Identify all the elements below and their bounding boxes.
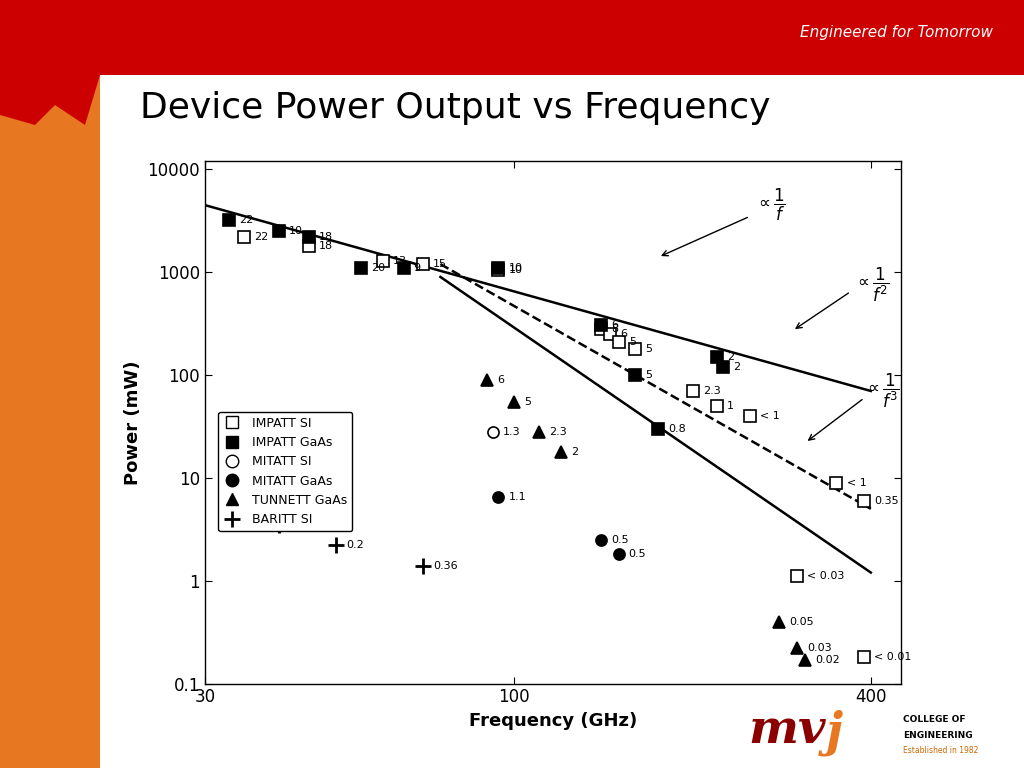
Text: $\propto \dfrac{1}{f^3}$: $\propto \dfrac{1}{f^3}$ [864, 372, 900, 410]
Text: COLLEGE OF: COLLEGE OF [903, 715, 966, 723]
Text: 1.3: 1.3 [503, 427, 520, 437]
Text: 2.3: 2.3 [702, 386, 721, 396]
Text: Device Power Output vs Frequency: Device Power Output vs Frequency [140, 91, 771, 124]
Text: $\propto \dfrac{1}{f}$: $\propto \dfrac{1}{f}$ [755, 187, 786, 223]
Text: 1.1: 1.1 [509, 492, 526, 502]
X-axis label: Frequency (GHz): Frequency (GHz) [469, 712, 637, 730]
Text: 2: 2 [571, 447, 579, 457]
Text: 22: 22 [255, 232, 268, 242]
Text: 5: 5 [524, 397, 531, 407]
Text: 8: 8 [611, 324, 618, 334]
Text: 13: 13 [393, 256, 408, 266]
Text: 6: 6 [620, 329, 627, 339]
Text: 10: 10 [509, 265, 522, 275]
Text: 5: 5 [645, 344, 652, 354]
Text: 1: 1 [727, 401, 734, 411]
Text: 15: 15 [433, 259, 446, 269]
Text: 0.36: 0.36 [433, 561, 458, 571]
Text: 10: 10 [289, 227, 303, 237]
Text: 6: 6 [498, 375, 505, 385]
Text: < 1: < 1 [760, 411, 780, 421]
Text: ENGINEERING: ENGINEERING [903, 730, 973, 740]
Text: 0.05: 0.05 [790, 617, 814, 627]
Polygon shape [0, 0, 1024, 125]
Text: 2: 2 [733, 362, 740, 372]
Text: 2.3: 2.3 [549, 427, 566, 437]
Text: mv: mv [749, 707, 825, 753]
Text: Engineered for Tomorrow: Engineered for Tomorrow [801, 25, 993, 40]
Legend: IMPATT SI, IMPATT GaAs, MITATT SI, MITATT GaAs, TUNNETT GaAs, BARITT SI: IMPATT SI, IMPATT GaAs, MITATT SI, MITAT… [218, 412, 352, 531]
Text: 0.03: 0.03 [807, 644, 831, 654]
Text: 2: 2 [727, 352, 734, 362]
Text: 0.5: 0.5 [289, 520, 306, 530]
Text: 0.8: 0.8 [669, 424, 686, 434]
Text: < 0.01: < 0.01 [874, 652, 911, 662]
Text: 5: 5 [629, 337, 636, 347]
Text: j: j [825, 710, 843, 756]
Text: 10: 10 [509, 263, 522, 273]
Text: 0.5: 0.5 [629, 549, 646, 559]
Text: 0.02: 0.02 [815, 655, 840, 665]
Text: 0.2: 0.2 [346, 541, 364, 551]
Text: 0.35: 0.35 [874, 495, 899, 505]
Y-axis label: Power (mW): Power (mW) [124, 360, 141, 485]
Text: $\propto \dfrac{1}{f^2}$: $\propto \dfrac{1}{f^2}$ [854, 266, 890, 304]
Bar [0, 0, 1024, 75]
Text: 20: 20 [371, 263, 385, 273]
Text: 22: 22 [240, 215, 254, 225]
Text: 18: 18 [319, 232, 333, 242]
Text: Engineered for Tomorrow: Engineered for Tomorrow [801, 34, 993, 48]
Text: 0.5: 0.5 [611, 535, 629, 545]
Text: 9: 9 [414, 263, 421, 273]
Bar [0, 75, 100, 768]
Text: < 1: < 1 [847, 478, 866, 488]
Text: 6: 6 [611, 319, 617, 329]
Text: < 0.03: < 0.03 [807, 571, 845, 581]
Text: 5: 5 [645, 370, 652, 380]
Text: 18: 18 [319, 241, 333, 251]
Text: Established in 1982: Established in 1982 [903, 746, 979, 755]
